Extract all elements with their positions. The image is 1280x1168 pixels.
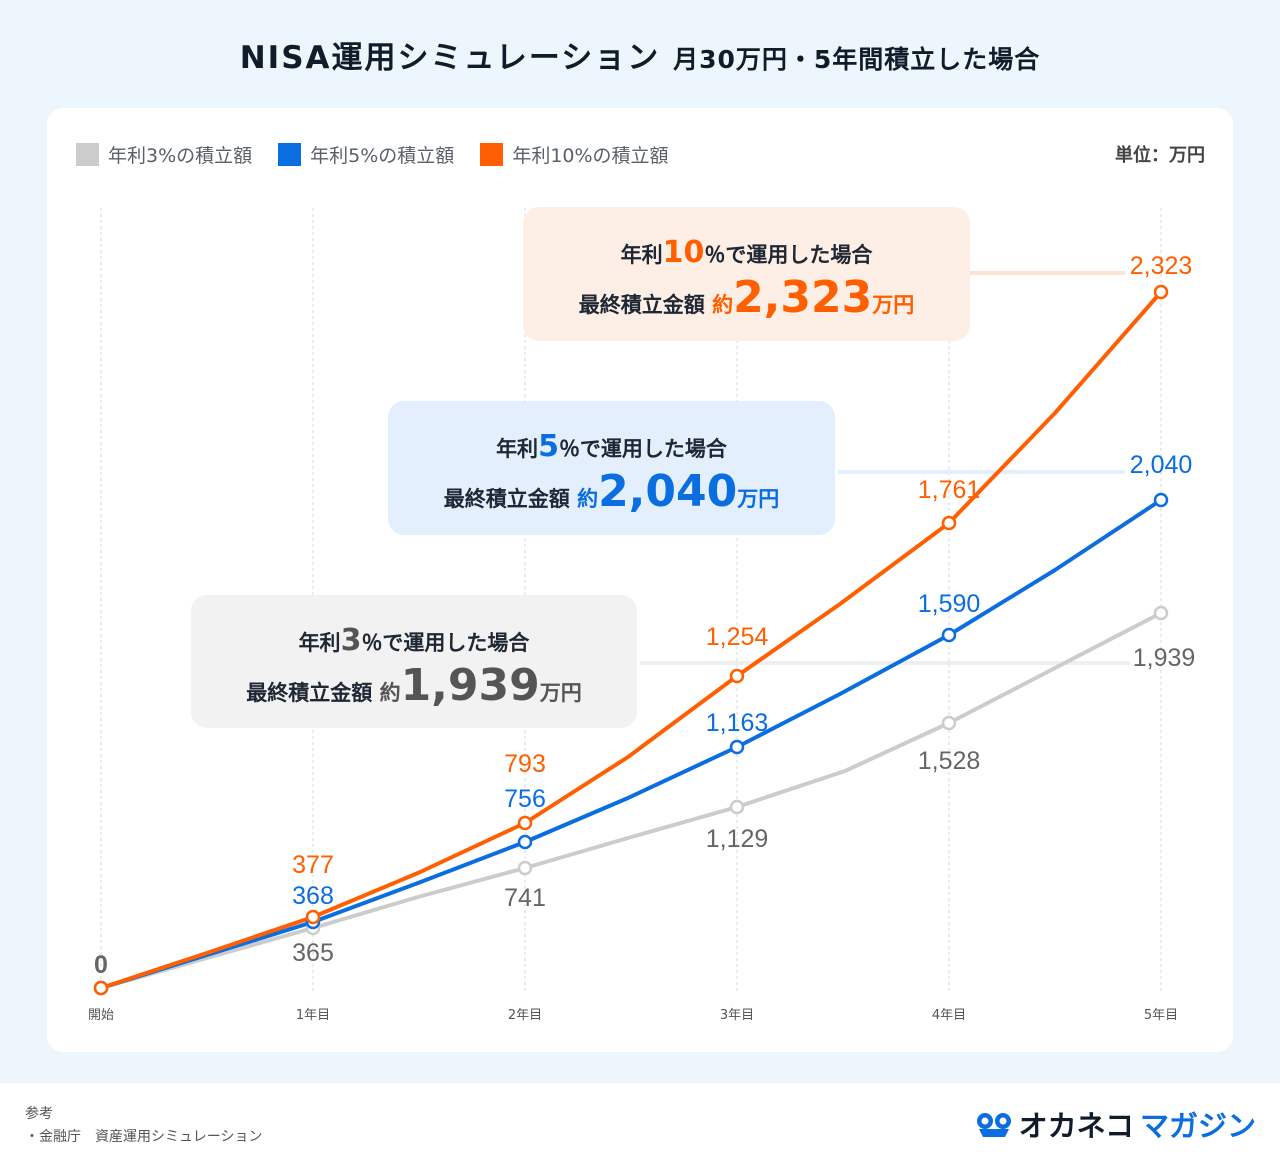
data-label-rate10: 2,323 (1130, 252, 1193, 280)
data-point-rate3 (729, 799, 745, 815)
data-point-rate10 (1153, 284, 1169, 300)
data-label-rate5: 756 (504, 785, 546, 813)
data-label-rate5: 1,590 (918, 590, 981, 618)
legend: 年利3%の積立額 年利5%の積立額 年利10%の積立額 (76, 141, 669, 168)
data-label-rate3: 0 (94, 951, 108, 979)
data-point-rate10 (93, 980, 109, 996)
callout-pct: 5 (538, 429, 559, 464)
x-tick-label: 1年目 (296, 1008, 330, 1023)
x-tick-label: 2年目 (508, 1008, 542, 1023)
callout-amount: 1,939 (400, 660, 540, 711)
data-label-rate5: 368 (292, 882, 334, 910)
data-label-rate10: 1,761 (918, 476, 981, 504)
callout-approx: 約 (577, 487, 599, 511)
callout-amount: 2,323 (733, 272, 873, 323)
x-tick-label: 開始 (88, 1008, 114, 1023)
title-main: NISA運用シミュレーション (239, 40, 661, 76)
callout-suffix: ％で運用した場合 (704, 243, 873, 267)
legend-label: 年利3%の積立額 (108, 145, 253, 167)
callout-approx: 約 (712, 293, 734, 317)
data-point-rate10 (729, 668, 745, 684)
data-label-rate5: 2,040 (1130, 451, 1193, 479)
reference-title: 参考 (25, 1106, 53, 1122)
unit-label: 単位：万円 (1115, 145, 1205, 166)
series-line-rate10 (100, 290, 1163, 990)
x-tick-label: 5年目 (1144, 1008, 1178, 1023)
data-point-rate3 (1153, 605, 1169, 621)
callout-label: 最終積立金額 (578, 293, 705, 317)
data-label-rate3: 365 (292, 939, 334, 967)
x-tick-label: 4年目 (932, 1008, 966, 1023)
legend-swatch (76, 143, 99, 166)
footer: 参考・金融庁 資産運用シミュレーション オカネコ マガジン (0, 1083, 1280, 1168)
callout-rate10: 年利10％で運用した場合 最終積立金額 約2,323万円 (523, 207, 970, 341)
logo-cat-icon (976, 1113, 1011, 1137)
data-label-rate3: 1,129 (706, 825, 769, 853)
callout-unit: 万円 (539, 681, 582, 705)
series-line-rate5 (100, 498, 1163, 990)
callout-prefix: 年利 (298, 631, 341, 655)
data-point-rate5 (1153, 492, 1169, 508)
data-point-rate3 (941, 715, 957, 731)
legend-swatch (278, 143, 302, 166)
callout-label: 最終積立金額 (443, 487, 570, 511)
data-point-rate5 (941, 627, 957, 643)
reference-item: ・金融庁 資産運用シミュレーション (25, 1129, 263, 1145)
data-point-rate3 (517, 860, 533, 876)
logo-text-dark: オカネコ (1018, 1109, 1134, 1143)
callout-rate3: 年利3％で運用した場合 最終積立金額 約1,939万円 (191, 595, 637, 728)
callout-pct: 3 (340, 623, 362, 658)
data-point-rate10 (941, 515, 957, 531)
callout-suffix: ％で運用した場合 (361, 631, 530, 655)
page-title: NISA運用シミュレーション 月30万円・5年間積立した場合 (0, 32, 1280, 77)
reference: 参考・金融庁 資産運用シミュレーション (25, 1103, 262, 1149)
callout-prefix: 年利 (620, 243, 663, 267)
data-point-rate10 (305, 909, 321, 925)
data-label-rate10: 793 (504, 750, 546, 778)
logo: オカネコ マガジン (975, 1103, 1256, 1145)
series-line-rate3 (100, 611, 1162, 990)
data-point-rate10 (517, 815, 533, 831)
data-label-rate10: 1,254 (706, 623, 769, 651)
data-point-rate5 (517, 834, 533, 850)
callout-approx: 約 (379, 681, 401, 705)
callout-unit: 万円 (872, 293, 915, 317)
logo-text-blue: マガジン (1139, 1109, 1256, 1143)
legend-swatch (480, 143, 504, 166)
callout-amount: 2,040 (598, 466, 738, 517)
legend-label: 年利10%の積立額 (512, 145, 669, 167)
data-label-rate5: 1,163 (706, 709, 769, 737)
callout-unit: 万円 (737, 487, 780, 511)
callout-label: 最終積立金額 (246, 681, 373, 705)
title-sub: 月30万円・5年間積立した場合 (673, 45, 1041, 74)
legend-item-rate5: 年利5%の積立額 (278, 141, 454, 168)
callout-suffix: ％で運用した場合 (558, 437, 727, 461)
callout-pct: 10 (662, 235, 705, 270)
data-label-rate3: 1,939 (1133, 644, 1196, 672)
data-label-rate3: 1,528 (918, 747, 981, 775)
data-label-rate3: 741 (504, 884, 546, 912)
legend-item-rate10: 年利10%の積立額 (480, 141, 669, 168)
callout-prefix: 年利 (496, 437, 539, 461)
legend-item-rate3: 年利3%の積立額 (76, 141, 252, 168)
data-label-rate10: 377 (292, 851, 334, 879)
data-point-rate5 (729, 739, 745, 755)
legend-label: 年利5%の積立額 (310, 145, 455, 167)
callout-rate5: 年利5％で運用した場合 最終積立金額 約2,040万円 (388, 401, 835, 535)
x-tick-label: 3年目 (720, 1008, 754, 1023)
